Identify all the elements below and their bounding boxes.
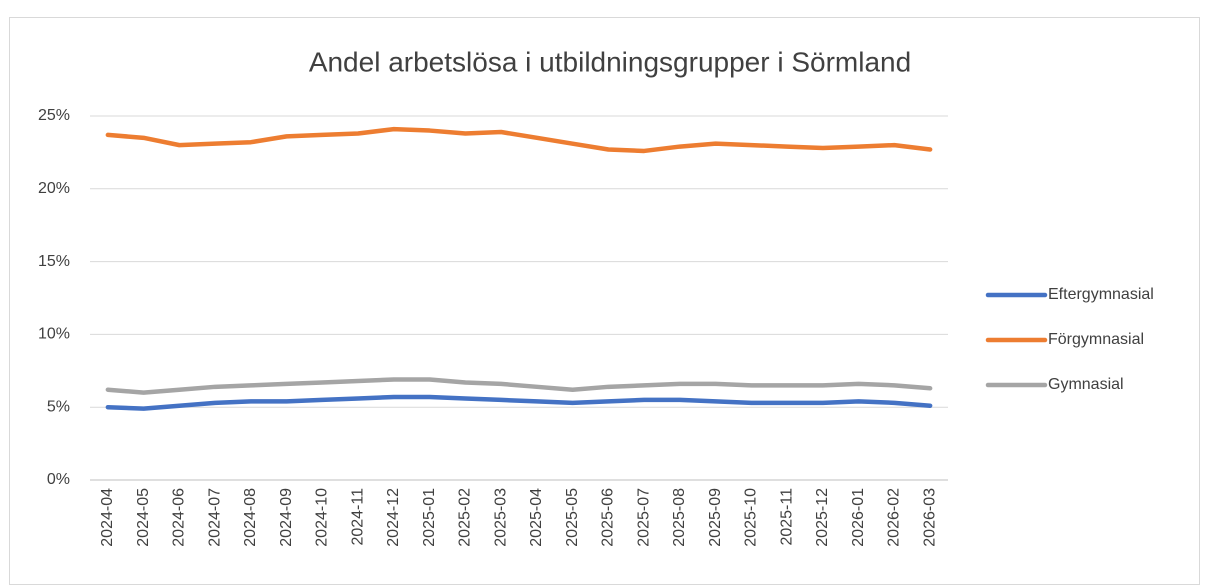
legend-label: Gymnasial (1048, 376, 1124, 393)
x-tick-label: 2024-10 (314, 488, 331, 547)
y-tick-label: 15% (38, 253, 70, 270)
x-tick-label: 2024-05 (135, 488, 152, 547)
chart-title: Andel arbetslösa i utbildningsgrupper i … (309, 46, 911, 77)
x-tick-label: 2025-03 (492, 488, 509, 547)
x-tick-label: 2025-09 (707, 488, 724, 547)
x-tick-label: 2025-04 (528, 488, 545, 547)
series-line (105, 126, 933, 154)
x-tick-label: 2025-05 (564, 488, 581, 547)
x-tick-label: 2025-01 (421, 488, 438, 547)
x-tick-label: 2024-07 (206, 488, 223, 547)
y-tick-label: 0% (47, 471, 70, 488)
series-line (105, 377, 933, 395)
y-tick-label: 10% (38, 326, 70, 343)
legend-label: Förgymnasial (1048, 331, 1144, 348)
x-tick-label: 2026-02 (886, 488, 903, 547)
x-tick-label: 2024-12 (385, 488, 402, 547)
x-tick-label: 2025-11 (778, 488, 795, 546)
x-tick-label: 2025-06 (600, 488, 617, 547)
x-tick-label: 2025-10 (743, 488, 760, 547)
y-tick-label: 5% (47, 398, 70, 415)
x-tick-label: 2025-12 (814, 488, 831, 547)
x-tick-label: 2024-06 (171, 488, 188, 547)
x-tick-label: 2024-11 (349, 488, 366, 546)
series-line (105, 394, 933, 411)
y-tick-label: 25% (38, 107, 70, 124)
x-tick-label: 2025-07 (635, 488, 652, 547)
x-tick-label: 2024-09 (278, 488, 295, 547)
x-tick-label: 2025-08 (671, 488, 688, 547)
x-tick-label: 2026-03 (921, 488, 938, 547)
legend-label: Eftergymnasial (1048, 286, 1154, 303)
x-tick-label: 2024-04 (99, 488, 116, 547)
chart-frame (9, 17, 1200, 585)
x-tick-label: 2026-01 (850, 488, 867, 547)
y-tick-label: 20% (38, 180, 70, 197)
x-tick-label: 2024-08 (242, 488, 259, 547)
x-tick-label: 2025-02 (457, 488, 474, 547)
